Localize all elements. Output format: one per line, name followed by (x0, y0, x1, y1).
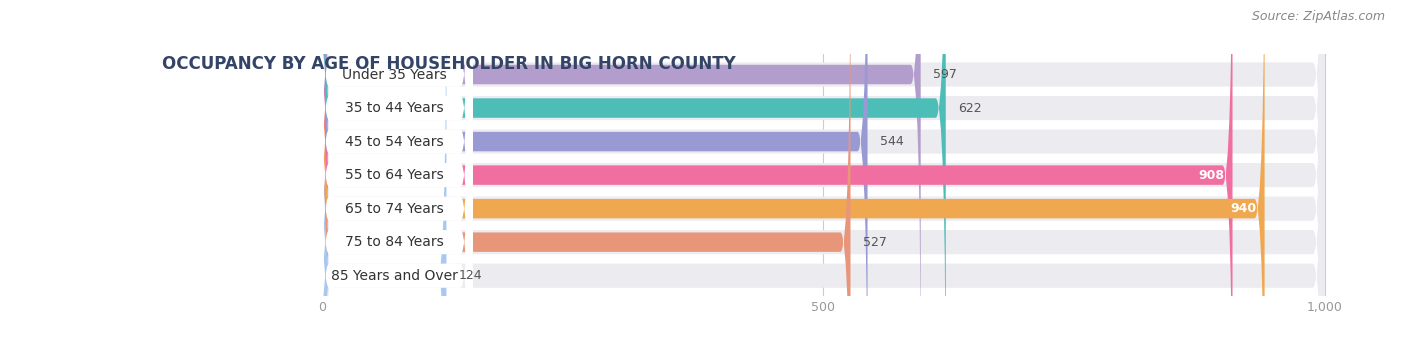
Text: 622: 622 (957, 102, 981, 115)
FancyBboxPatch shape (318, 0, 472, 340)
FancyBboxPatch shape (322, 0, 851, 340)
FancyBboxPatch shape (318, 0, 472, 340)
Text: Under 35 Years: Under 35 Years (343, 68, 447, 82)
Text: 527: 527 (862, 236, 886, 249)
Text: 35 to 44 Years: 35 to 44 Years (346, 101, 444, 115)
Text: Source: ZipAtlas.com: Source: ZipAtlas.com (1251, 10, 1385, 23)
FancyBboxPatch shape (322, 0, 868, 340)
FancyBboxPatch shape (322, 0, 921, 340)
Text: 908: 908 (1198, 169, 1225, 182)
FancyBboxPatch shape (318, 0, 472, 340)
Text: 544: 544 (880, 135, 903, 148)
FancyBboxPatch shape (322, 0, 1324, 340)
FancyBboxPatch shape (322, 0, 447, 340)
Text: 940: 940 (1230, 202, 1257, 215)
Text: 45 to 54 Years: 45 to 54 Years (346, 135, 444, 149)
FancyBboxPatch shape (322, 0, 1324, 340)
Text: OCCUPANCY BY AGE OF HOUSEHOLDER IN BIG HORN COUNTY: OCCUPANCY BY AGE OF HOUSEHOLDER IN BIG H… (162, 55, 735, 73)
Text: 75 to 84 Years: 75 to 84 Years (346, 235, 444, 249)
FancyBboxPatch shape (318, 0, 472, 340)
FancyBboxPatch shape (322, 0, 1233, 340)
FancyBboxPatch shape (318, 0, 472, 340)
FancyBboxPatch shape (322, 0, 1324, 340)
FancyBboxPatch shape (322, 0, 1324, 340)
Text: 85 Years and Over: 85 Years and Over (332, 269, 458, 283)
FancyBboxPatch shape (322, 0, 1264, 340)
FancyBboxPatch shape (322, 0, 946, 340)
FancyBboxPatch shape (322, 0, 1324, 340)
Text: 124: 124 (458, 269, 482, 282)
FancyBboxPatch shape (318, 0, 472, 340)
FancyBboxPatch shape (322, 0, 1324, 340)
Text: 55 to 64 Years: 55 to 64 Years (346, 168, 444, 182)
Text: 597: 597 (932, 68, 956, 81)
FancyBboxPatch shape (322, 0, 1324, 340)
FancyBboxPatch shape (318, 0, 472, 340)
Text: 65 to 74 Years: 65 to 74 Years (346, 202, 444, 216)
